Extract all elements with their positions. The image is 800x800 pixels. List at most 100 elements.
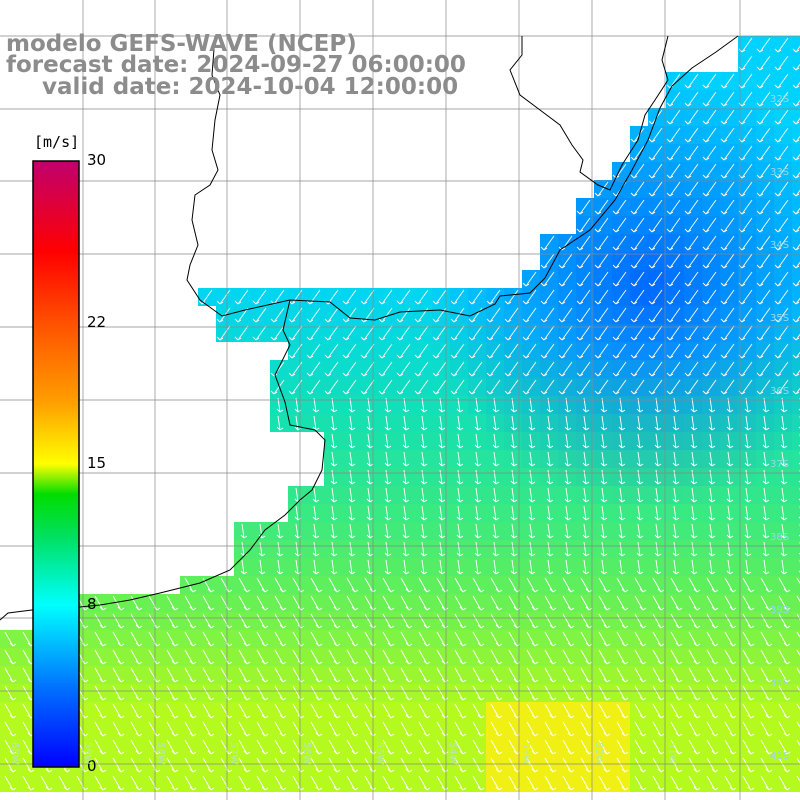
wind-arrow — [94, 739, 107, 755]
wind-arrow — [238, 667, 251, 683]
wind-arrow — [666, 217, 681, 233]
wind-arrow — [666, 271, 681, 287]
wind-arrow — [384, 487, 392, 503]
wind-arrow — [256, 703, 269, 719]
wind-arrow — [342, 379, 357, 395]
wind-arrow — [738, 163, 753, 179]
wind-arrow — [436, 667, 449, 683]
wind-arrow — [382, 685, 395, 701]
wind-arrow — [762, 487, 770, 503]
wind-arrow — [454, 667, 467, 683]
wind-arrow — [792, 333, 800, 341]
wind-arrow — [630, 217, 645, 233]
wind-arrow — [688, 685, 701, 701]
wind-arrow — [778, 613, 791, 629]
wind-arrow — [666, 199, 681, 215]
wind-arrow — [328, 721, 341, 737]
wind-arrow — [778, 721, 791, 737]
wind-arrow — [688, 631, 701, 647]
wind-arrow — [792, 207, 800, 215]
wind-arrow — [508, 739, 521, 755]
wind-arrow — [630, 181, 645, 197]
wind-arrow — [364, 667, 377, 683]
wind-arrow — [346, 667, 359, 683]
wind-speed-cell — [792, 738, 800, 756]
wind-arrow — [744, 541, 752, 557]
wind-arrow — [612, 235, 627, 251]
wind-arrow — [112, 739, 125, 755]
wind-arrow — [504, 343, 519, 359]
wind-arrow — [418, 703, 431, 719]
wind-arrow — [418, 667, 431, 683]
wind-arrow — [238, 739, 251, 755]
wind-speed-cell — [792, 612, 800, 630]
wind-arrow — [346, 721, 359, 737]
wind-arrow — [148, 703, 161, 719]
wind-arrow — [780, 541, 788, 557]
wind-arrow — [166, 613, 179, 629]
wind-arrow — [238, 631, 251, 647]
wind-arrow — [720, 127, 735, 143]
wind-arrow — [702, 109, 717, 125]
wind-arrow — [346, 775, 359, 791]
wind-speed-cell — [792, 36, 800, 54]
wind-arrow — [742, 757, 755, 773]
wind-arrow — [526, 703, 539, 719]
wind-arrow — [220, 613, 233, 629]
wind-arrow — [594, 253, 609, 269]
wind-arrow — [792, 135, 800, 143]
wind-arrow — [648, 343, 663, 359]
wind-arrow — [546, 433, 554, 449]
wind-arrow — [756, 55, 771, 71]
wind-arrow — [490, 685, 503, 701]
wind-speed-cell — [792, 126, 800, 144]
coastline — [0, 35, 739, 621]
wind-arrow — [546, 415, 554, 431]
wind-arrow — [382, 721, 395, 737]
wind-arrow — [738, 235, 753, 251]
colorbar-unit-label: [m/s] — [34, 133, 80, 151]
wind-arrow — [600, 415, 608, 431]
wind-arrow — [546, 451, 554, 467]
wind-arrow — [708, 559, 716, 575]
wind-arrow — [612, 271, 627, 287]
wind-arrow — [432, 379, 447, 395]
wind-arrow — [544, 613, 557, 629]
wind-arrow — [472, 613, 485, 629]
wind-arrow — [402, 559, 410, 575]
wind-arrow — [216, 289, 231, 305]
wind-arrow — [792, 225, 800, 233]
wind-arrow — [666, 235, 681, 251]
wind-arrow — [438, 415, 446, 431]
wind-arrow — [618, 505, 626, 521]
wind-arrow — [636, 487, 644, 503]
wind-arrow — [130, 703, 143, 719]
wind-arrow — [672, 523, 680, 539]
wind-arrow — [742, 739, 755, 755]
wind-arrow — [420, 505, 428, 521]
wind-arrow — [4, 721, 17, 737]
wind-arrow — [324, 361, 339, 377]
wind-arrow — [382, 775, 395, 791]
wind-arrow — [402, 523, 410, 539]
wind-arrow — [378, 325, 393, 341]
wind-arrow — [726, 523, 734, 539]
wind-arrow — [256, 685, 269, 701]
wind-arrow — [490, 595, 503, 611]
wind-arrow — [594, 379, 609, 395]
wind-arrow — [648, 163, 663, 179]
wind-speed-cell — [792, 522, 800, 540]
wind-arrow — [756, 127, 771, 143]
colorbar-tick-label: 30 — [87, 151, 107, 169]
wind-arrow — [378, 379, 393, 395]
wind-arrow — [546, 559, 554, 575]
wind-arrow — [582, 469, 590, 485]
wind-arrow — [364, 739, 377, 755]
wind-arrow — [706, 757, 719, 773]
wind-arrow — [648, 289, 663, 305]
wind-arrow — [708, 541, 716, 557]
wind-arrow — [510, 451, 518, 467]
wind-arrow — [400, 739, 413, 755]
wind-arrow — [778, 667, 791, 683]
wind-arrow — [94, 757, 107, 773]
